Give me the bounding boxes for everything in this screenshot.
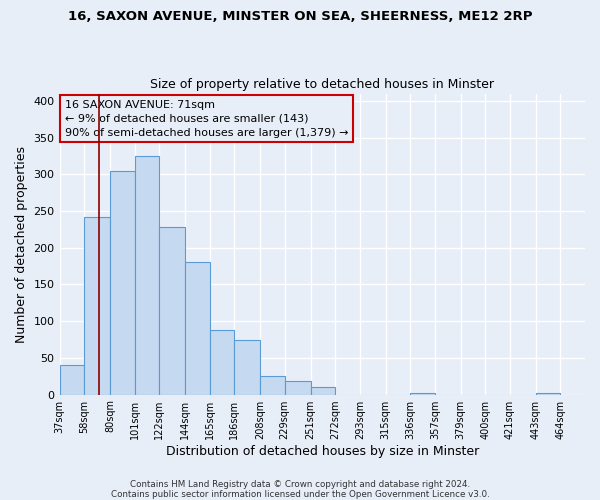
Bar bbox=[235, 340, 260, 394]
Bar bbox=[285, 382, 311, 394]
Bar bbox=[110, 170, 134, 394]
Bar bbox=[311, 387, 335, 394]
X-axis label: Distribution of detached houses by size in Minster: Distribution of detached houses by size … bbox=[166, 444, 479, 458]
Bar bbox=[84, 217, 110, 394]
Text: Contains public sector information licensed under the Open Government Licence v3: Contains public sector information licen… bbox=[110, 490, 490, 499]
Bar bbox=[536, 393, 560, 394]
Text: Contains HM Land Registry data © Crown copyright and database right 2024.: Contains HM Land Registry data © Crown c… bbox=[130, 480, 470, 489]
Bar bbox=[260, 376, 285, 394]
Text: 16 SAXON AVENUE: 71sqm
← 9% of detached houses are smaller (143)
90% of semi-det: 16 SAXON AVENUE: 71sqm ← 9% of detached … bbox=[65, 100, 348, 138]
Bar bbox=[185, 262, 209, 394]
Bar bbox=[209, 330, 235, 394]
Bar bbox=[59, 365, 84, 394]
Bar bbox=[159, 227, 185, 394]
Bar bbox=[410, 393, 435, 394]
Bar bbox=[134, 156, 159, 394]
Y-axis label: Number of detached properties: Number of detached properties bbox=[15, 146, 28, 342]
Title: Size of property relative to detached houses in Minster: Size of property relative to detached ho… bbox=[150, 78, 494, 91]
Text: 16, SAXON AVENUE, MINSTER ON SEA, SHEERNESS, ME12 2RP: 16, SAXON AVENUE, MINSTER ON SEA, SHEERN… bbox=[68, 10, 532, 23]
